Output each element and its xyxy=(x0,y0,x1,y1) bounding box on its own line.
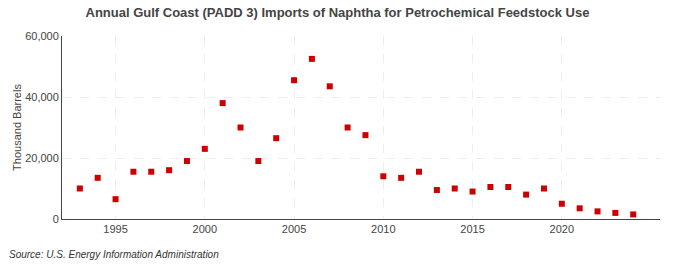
svg-text:1995: 1995 xyxy=(103,223,127,235)
svg-text:2015: 2015 xyxy=(460,223,484,235)
svg-text:Annual Gulf Coast (PADD 3) Imp: Annual Gulf Coast (PADD 3) Imports of Na… xyxy=(86,5,590,20)
svg-text:Thousand Barrels: Thousand Barrels xyxy=(11,84,23,171)
svg-text:Source: U.S. Energy Informatio: Source: U.S. Energy Information Administ… xyxy=(9,249,219,260)
svg-text:40,000: 40,000 xyxy=(25,91,59,103)
svg-text:2000: 2000 xyxy=(193,223,217,235)
svg-text:2005: 2005 xyxy=(282,223,306,235)
svg-text:2020: 2020 xyxy=(550,223,574,235)
svg-text:60,000: 60,000 xyxy=(25,30,59,42)
svg-text:20,000: 20,000 xyxy=(25,152,59,164)
svg-text:0: 0 xyxy=(53,213,59,225)
svg-text:2010: 2010 xyxy=(371,223,395,235)
